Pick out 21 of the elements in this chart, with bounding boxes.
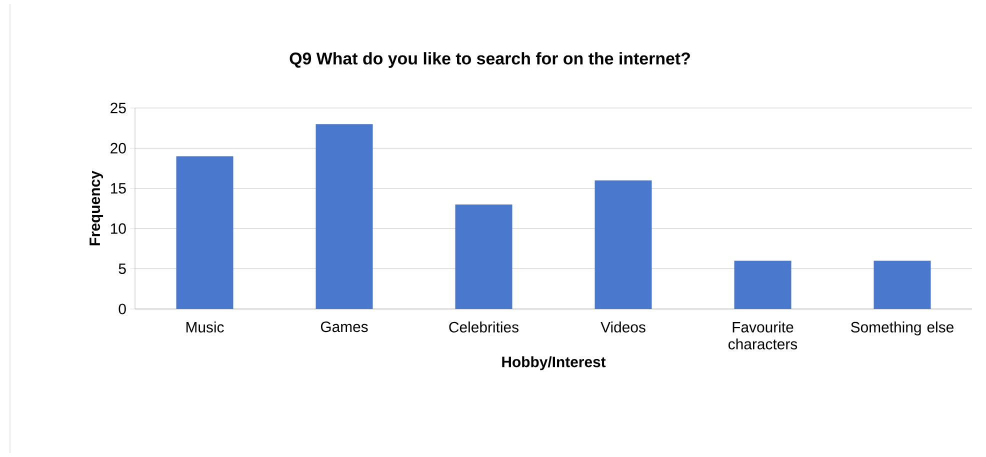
y-tick-label: 5 <box>118 264 126 274</box>
x-tick-label: Videos <box>600 322 646 332</box>
x-axis-title: Hobby/Interest <box>502 356 606 370</box>
y-axis-title: Frequency <box>90 170 104 246</box>
y-tick-label: 0 <box>118 304 126 314</box>
bar <box>316 124 373 309</box>
bar <box>874 260 931 309</box>
y-tick-label: 15 <box>111 183 126 194</box>
y-tick-label: 20 <box>110 142 126 154</box>
chart-title: Q9 What do you like to search for on the internet? <box>290 52 690 68</box>
y-tick-label: 10 <box>111 223 126 234</box>
x-tick-label: Celebrities <box>449 322 518 332</box>
x-tick-label: Favourite characters <box>728 322 798 350</box>
bar <box>734 260 792 309</box>
y-tick-label: 25 <box>110 102 126 114</box>
bar <box>455 204 512 309</box>
x-tick-label: Music <box>186 322 224 332</box>
bar <box>176 156 234 309</box>
x-tick-label: Something else <box>851 322 954 336</box>
bar <box>594 180 652 309</box>
x-tick-label: Games <box>320 322 368 332</box>
